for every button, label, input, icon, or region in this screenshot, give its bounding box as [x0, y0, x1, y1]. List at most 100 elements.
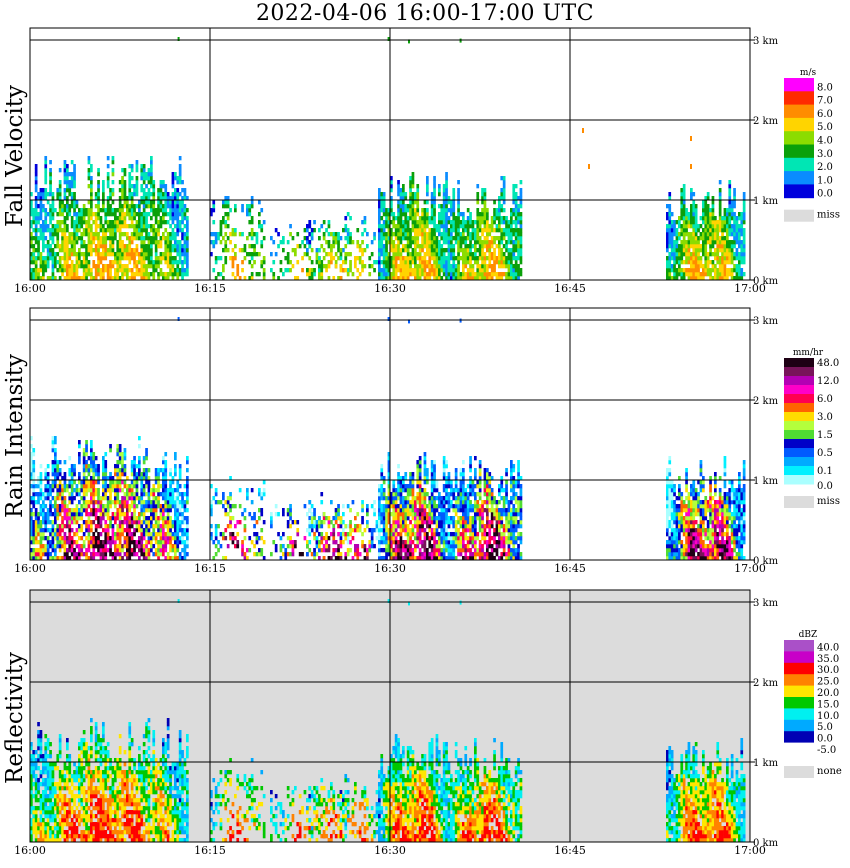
data-cell [678, 256, 681, 261]
data-cell [147, 180, 151, 185]
data-cell [162, 272, 165, 277]
data-cell [116, 552, 120, 557]
data-cell [145, 544, 148, 549]
data-cell [442, 252, 446, 257]
data-cell [63, 548, 67, 553]
data-cell [159, 492, 163, 497]
data-cell [121, 184, 124, 189]
data-cell [507, 272, 511, 277]
data-cell [685, 208, 688, 213]
data-cell [476, 240, 480, 245]
data-cell [483, 264, 487, 269]
data-cell [152, 188, 156, 193]
data-cell [126, 528, 129, 533]
data-cell [39, 548, 43, 553]
data-cell [250, 540, 254, 545]
data-cell [718, 272, 722, 277]
data-cell [37, 476, 40, 481]
data-cell [49, 532, 52, 537]
data-cell [493, 268, 496, 273]
data-cell [723, 244, 727, 249]
data-cell [428, 240, 432, 245]
data-cell [126, 500, 129, 505]
data-cell [121, 204, 124, 209]
data-cell [118, 516, 122, 521]
data-cell [174, 472, 177, 477]
data-cell [668, 212, 672, 217]
data-cell [30, 520, 33, 525]
data-cell [670, 224, 674, 229]
data-cell [78, 552, 81, 557]
data-cell [58, 220, 62, 225]
data-cell [730, 272, 734, 277]
data-cell [78, 508, 81, 513]
data-cell [286, 256, 290, 261]
data-cell [162, 468, 165, 473]
data-cell [728, 244, 732, 249]
data-cell [260, 264, 264, 269]
data-cell [130, 220, 134, 225]
data-cell [704, 236, 708, 241]
data-cell [733, 276, 736, 281]
data-cell [334, 540, 338, 545]
data-cell [706, 216, 710, 221]
data-cell [409, 188, 412, 193]
data-cell [70, 492, 74, 497]
data-cell [452, 276, 456, 281]
data-cell [68, 188, 72, 193]
data-cell [118, 228, 122, 233]
data-cell [116, 488, 120, 493]
data-cell [260, 208, 264, 213]
data-cell [387, 220, 391, 225]
data-cell [423, 212, 427, 217]
data-cell [49, 544, 52, 549]
data-cell [56, 252, 60, 257]
data-cell [466, 244, 470, 249]
data-cell [152, 492, 156, 497]
data-cell [380, 248, 384, 253]
data-cell [668, 244, 672, 249]
data-cell [517, 236, 520, 241]
data-cell [109, 252, 112, 257]
data-cell [56, 212, 60, 217]
data-cell [445, 176, 448, 181]
data-cell [394, 232, 398, 237]
data-cell [402, 232, 405, 237]
data-cell [435, 244, 439, 249]
data-cell [114, 480, 117, 485]
data-cell [404, 228, 408, 233]
data-cell [452, 228, 456, 233]
data-cell [104, 532, 108, 537]
data-cell [49, 528, 52, 533]
data-cell [70, 272, 74, 277]
data-cell [99, 240, 103, 245]
data-cell [126, 224, 129, 229]
data-cell [111, 524, 115, 529]
data-cell [469, 260, 472, 265]
data-cell [166, 276, 170, 281]
data-cell [433, 208, 436, 213]
data-cell [44, 492, 48, 497]
data-cell [262, 520, 266, 525]
data-cell [229, 536, 232, 541]
data-cell [58, 512, 62, 517]
data-cell [738, 256, 741, 261]
data-cell [183, 188, 187, 193]
data-cell [92, 548, 96, 553]
data-cell [452, 256, 456, 261]
data-cell [337, 240, 340, 245]
data-cell [54, 552, 57, 557]
data-cell [164, 488, 168, 493]
data-cell [138, 556, 141, 561]
data-cell [135, 552, 139, 557]
data-cell [219, 256, 223, 261]
data-cell [34, 492, 38, 497]
data-cell [322, 544, 326, 549]
data-cell [286, 524, 290, 529]
data-cell [409, 204, 412, 209]
data-cell [82, 496, 86, 501]
data-cell [78, 452, 81, 457]
data-cell [34, 268, 38, 273]
data-cell [454, 240, 458, 245]
data-cell [339, 264, 343, 269]
